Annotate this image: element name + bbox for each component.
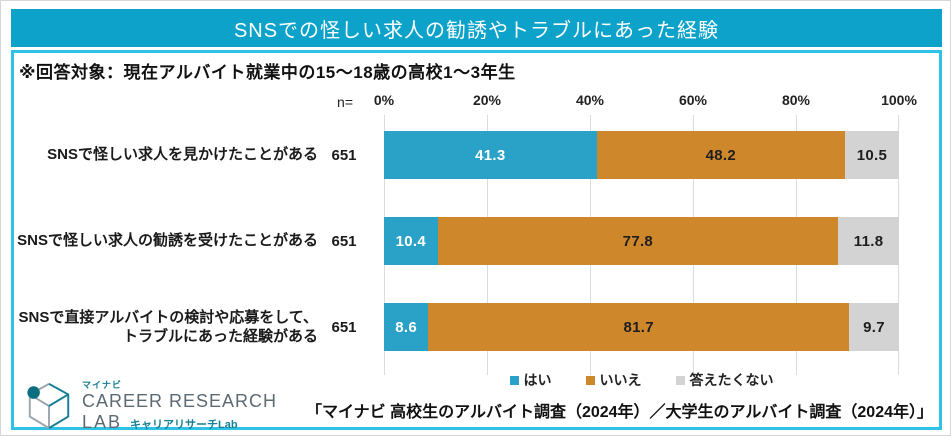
legend-item: はい — [509, 370, 552, 390]
logo-brand: マイナビ — [82, 380, 122, 390]
legend-swatch — [509, 375, 519, 385]
axis-tick-label: 40% — [575, 92, 605, 108]
axis-tick-label: 0% — [373, 92, 395, 108]
row-label-line: SNSで直接アルバイトの検討や応募をして、 — [18, 308, 319, 326]
axis-tick-label: 20% — [472, 92, 502, 108]
legend-label: はい — [523, 372, 552, 388]
row-n-value: 651 — [331, 318, 357, 336]
axis-tick-label: 100% — [881, 92, 917, 108]
legend-item: いいえ — [585, 370, 642, 390]
logo-line2: LAB — [82, 412, 123, 432]
bar-track: 8.6 81.7 9.7 — [384, 303, 899, 351]
footer-logo: マイナビ CAREER RESEARCH LAB キャリアリサーチLab — [24, 378, 277, 433]
bar-segment-いいえ: 48.2 — [596, 131, 845, 179]
legend-label: いいえ — [599, 372, 642, 388]
segment-value: 9.7 — [863, 318, 885, 336]
page-title: SNSでの怪しい求人の勧誘やトラブルにあった経験 — [233, 19, 720, 42]
logo-line2-row: LAB キャリアリサーチLab — [82, 412, 277, 433]
row-label-line: トラブルにあった経験がある — [122, 328, 318, 345]
row-n-value: 651 — [331, 232, 357, 250]
legend-label: 答えたくない — [689, 372, 774, 388]
bar-segment-答えたくない: 10.5 — [844, 131, 899, 179]
bar-segment-はい: 41.3 — [384, 131, 597, 179]
row-label-line: SNSで怪しい求人を見かけたことがある — [47, 146, 318, 164]
logo-text: マイナビ CAREER RESEARCH LAB キャリアリサーチLab — [82, 378, 277, 433]
logo-line1: CAREER RESEARCH — [82, 391, 278, 411]
segment-value: 41.3 — [475, 146, 506, 164]
axis-tick-label: 80% — [781, 92, 811, 108]
legend-item: 答えたくない — [675, 370, 774, 390]
bar-segment-答えたくない: 11.8 — [838, 217, 899, 265]
logo-subtitle: キャリアリサーチLab — [130, 419, 238, 431]
segment-value: 81.7 — [623, 318, 654, 336]
bar-track: 10.4 77.8 11.8 — [384, 217, 899, 265]
legend-swatch — [675, 375, 685, 385]
career-research-lab-cube-icon — [27, 382, 70, 429]
row-n-value: 651 — [331, 146, 357, 164]
table-row: SNSで直接アルバイトの検討や応募をして、トラブルにあった経験がある 651 8.6… — [14, 303, 939, 351]
bar-track: 41.3 48.2 10.5 — [384, 131, 899, 179]
table-row: SNSで怪しい求人を見かけたことがある 651 41.3 48.2 10.5 — [14, 131, 939, 179]
row-label: SNSで直接アルバイトの検討や応募をして、トラブルにあった経験がある — [18, 303, 319, 351]
bar-segment-はい: 8.6 — [384, 303, 429, 351]
segment-value: 8.6 — [395, 318, 418, 336]
bar-segment-はい: 10.4 — [384, 217, 438, 265]
bar-segment-いいえ: 77.8 — [437, 217, 839, 265]
respondent-note: ※回答対象：現在アルバイト就業中の15～18歳の高校1～3年生 — [19, 63, 516, 82]
row-label: SNSで怪しい求人を見かけたことがある — [18, 131, 318, 179]
legend-swatch — [585, 375, 595, 385]
n-equals-label: n= — [337, 94, 353, 110]
segment-value: 48.2 — [705, 146, 736, 164]
chart-panel: ※回答対象：現在アルバイト就業中の15～18歳の高校1～3年生 n= 0% 20%… — [11, 50, 942, 433]
segment-value: 10.4 — [395, 232, 426, 250]
row-label-line: SNSで怪しい求人の勧誘を受けたことがある — [17, 232, 318, 250]
axis-tick-label: 60% — [678, 92, 708, 108]
bar-segment-いいえ: 81.7 — [428, 303, 850, 351]
table-row: SNSで怪しい求人の勧誘を受けたことがある 651 10.4 77.8 11.8 — [14, 217, 939, 265]
legend: はい いいえ 答えたくない — [384, 370, 899, 390]
segment-value: 77.8 — [622, 232, 654, 250]
row-label: SNSで怪しい求人の勧誘を受けたことがある — [17, 217, 318, 265]
segment-value: 10.5 — [856, 146, 888, 164]
bar-segment-答えたくない: 9.7 — [849, 303, 899, 351]
source-citation: 「マイナビ 高校生のアルバイト調査（2024年）／大学生のアルバイト調査（202… — [306, 404, 933, 421]
title-bar: SNSでの怪しい求人の勧誘やトラブルにあった経験 — [11, 9, 942, 47]
segment-value: 11.8 — [853, 232, 884, 250]
